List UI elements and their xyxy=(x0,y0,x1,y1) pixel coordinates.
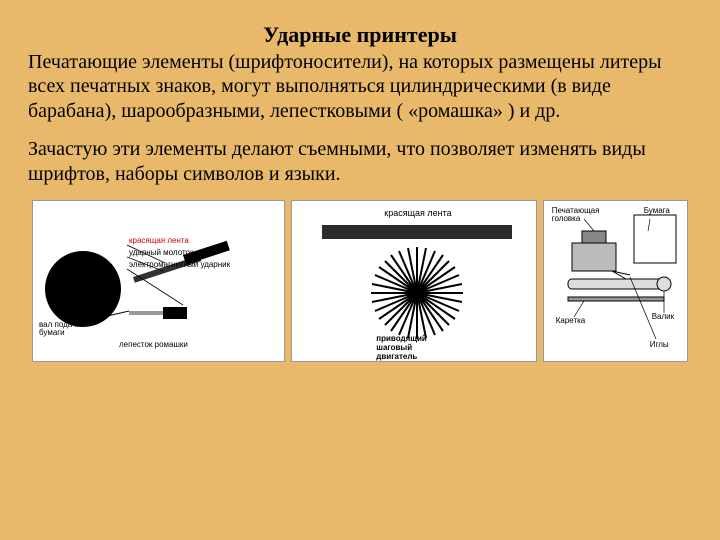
label-carriage: Каретка xyxy=(556,317,586,325)
label-petal: лепесток ромашки xyxy=(119,341,188,349)
label-paper: Бумага xyxy=(644,207,670,215)
label-ink-ribbon: красящая лента xyxy=(129,237,189,245)
paragraph-2: Зачастую эти элементы делают съемными, ч… xyxy=(28,137,692,186)
figure-print-head: Печатающая головка Бумага Каретка Валик … xyxy=(543,200,688,362)
label-em-striker: электромагнитный ударник xyxy=(129,261,230,269)
slide-title: Ударные принтеры xyxy=(28,22,692,48)
label-platen: Валик xyxy=(652,313,674,321)
label-motor-3: двигатель xyxy=(376,353,417,361)
label-hammer: ударный молоток xyxy=(129,249,194,257)
figure-ribbon-motor: красящая лента приводящий шаговый двигат… xyxy=(291,200,536,362)
label-ribbon-top: красящая лента xyxy=(384,209,451,218)
label-head: Печатающая головка xyxy=(552,207,608,224)
figure-daisy-wheel: красящая лента ударный молоток электрома… xyxy=(32,200,285,362)
label-needles: Иглы xyxy=(650,341,669,349)
figure-row: красящая лента ударный молоток электрома… xyxy=(28,200,692,362)
paragraph-1: Печатающие элементы (шрифтоносители), на… xyxy=(28,50,692,123)
label-feed-roller: вал подачи бумаги xyxy=(39,321,91,338)
